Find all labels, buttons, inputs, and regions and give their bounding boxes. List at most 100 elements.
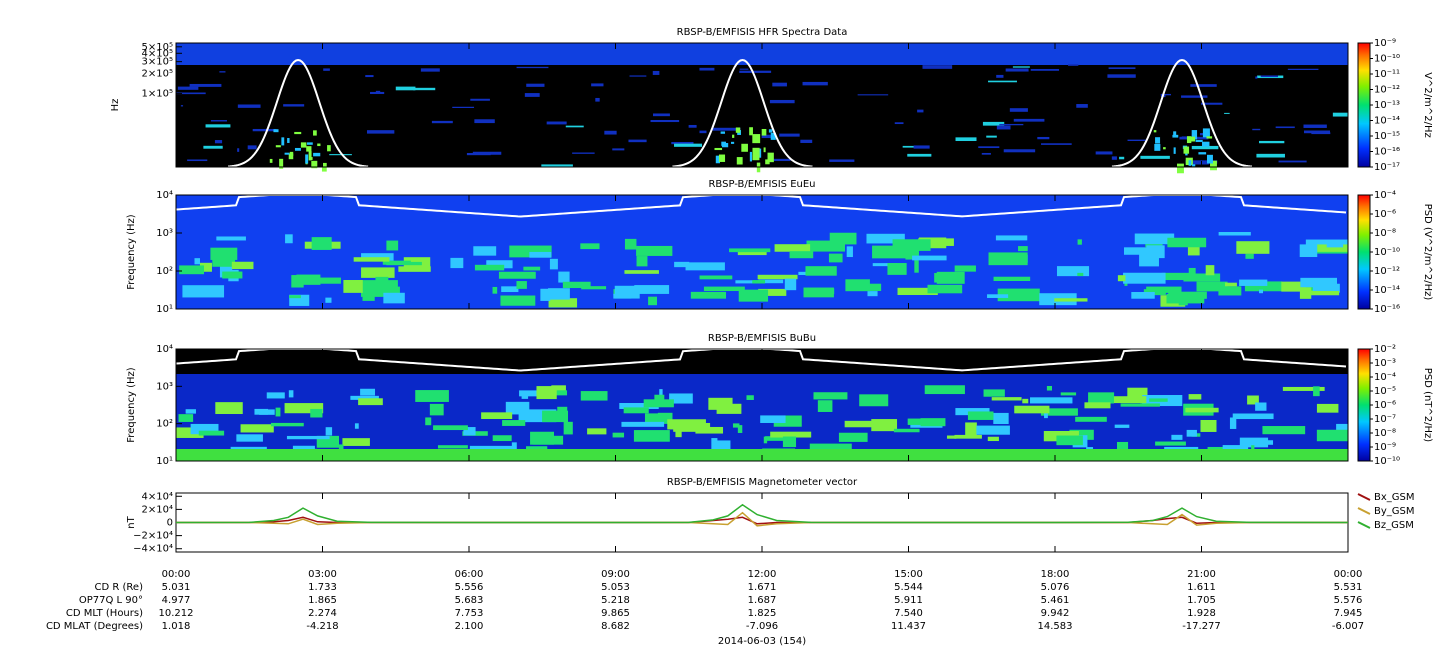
spectrogram-texture — [474, 119, 495, 124]
colorbar-tick-label: 10⁻² — [1374, 344, 1396, 355]
spectrogram-texture — [1077, 272, 1084, 277]
spectrogram-texture — [976, 425, 1010, 435]
spectrogram-texture — [1316, 429, 1348, 442]
spectrogram-texture — [287, 138, 290, 143]
spectrogram-texture — [893, 428, 920, 433]
spectrogram-texture — [1186, 429, 1197, 437]
spectrogram-texture — [1117, 275, 1126, 282]
spectrogram-texture — [1218, 286, 1242, 296]
spectrogram-texture — [905, 250, 919, 260]
colorbar-label: PSD (V^2/m^2/Hz) — [1422, 204, 1433, 301]
spectrogram-texture — [892, 239, 931, 251]
spectrogram-texture — [628, 139, 647, 143]
spectrogram-texture — [946, 435, 957, 439]
spectrogram-texture — [1259, 140, 1285, 144]
ephemeris-value: 1.825 — [748, 608, 777, 619]
spectrogram-texture — [699, 67, 715, 71]
spectrogram-texture — [325, 427, 333, 436]
plasma-line — [672, 58, 813, 168]
spectrogram-texture — [1224, 112, 1230, 114]
spectrogram-texture — [1003, 149, 1036, 153]
spectrogram-texture — [1252, 128, 1261, 131]
spectrogram-texture — [311, 237, 332, 250]
spectrogram-texture — [289, 294, 310, 306]
spectrogram-texture — [703, 286, 745, 292]
y-tick-label: 2×10⁵ — [142, 68, 173, 79]
spectrogram-texture — [765, 436, 787, 441]
spectrogram-texture — [509, 245, 552, 258]
ephemeris-value: -4.218 — [306, 621, 338, 632]
spectrogram-texture — [1278, 160, 1307, 163]
colorbar-tick-label: 10⁻¹⁶ — [1374, 304, 1400, 315]
spectrogram-texture — [1206, 154, 1213, 164]
spectrogram-texture — [1123, 247, 1156, 255]
spectrogram-texture — [1018, 246, 1028, 252]
spectrogram-texture — [752, 154, 760, 161]
ephemeris-value: 7.945 — [1334, 608, 1363, 619]
ephemeris-value: 1.865 — [308, 595, 337, 606]
spectrogram-texture — [1190, 84, 1217, 87]
y-tick-label: 10³ — [156, 228, 173, 239]
colorbar-label: PSD (nT^2/Hz) — [1422, 368, 1433, 442]
spectrogram-texture — [595, 97, 600, 102]
spectrogram-texture — [1166, 293, 1205, 304]
spectrogram-texture — [749, 151, 753, 162]
spectrogram-texture — [736, 157, 743, 165]
spectrogram-texture — [1300, 290, 1340, 296]
spectrogram-texture — [1095, 151, 1113, 155]
spectrogram-texture — [907, 418, 934, 425]
x-tick-label: 18:00 — [1041, 569, 1070, 580]
spectrogram-texture — [383, 292, 405, 304]
ephemeris-value: 5.576 — [1334, 595, 1363, 606]
spectrogram-texture — [650, 119, 680, 123]
spectrogram-texture — [1195, 139, 1203, 143]
spectrogram-texture — [285, 234, 293, 244]
spectrogram-texture — [767, 158, 791, 162]
spectrogram-texture — [294, 147, 301, 151]
spectrogram-texture — [178, 414, 194, 422]
spectrogram-texture — [739, 70, 772, 73]
spectrogram-texture — [557, 406, 568, 413]
spectrogram-texture — [1202, 128, 1210, 138]
ephemeris-value: 5.911 — [894, 595, 923, 606]
spectrogram-texture — [1201, 102, 1223, 105]
x-tick-label: 06:00 — [455, 569, 484, 580]
spectrogram-texture — [1200, 420, 1217, 432]
legend-label: Bx_GSM — [1374, 492, 1415, 503]
panel-title: RBSP-B/EMFISIS EuEu — [708, 179, 815, 190]
plasma-line — [1111, 58, 1253, 168]
spectrogram-texture — [247, 145, 257, 150]
spectrogram-texture — [222, 271, 243, 279]
spectrogram-texture — [851, 283, 882, 291]
series-line — [175, 503, 1349, 524]
spectrogram-texture — [1173, 131, 1177, 136]
spectrogram-texture — [634, 285, 670, 294]
spectrogram-texture — [361, 253, 394, 261]
spectrogram-texture — [214, 140, 223, 144]
spectrogram-texture — [1155, 441, 1186, 446]
spectrogram-texture — [203, 145, 223, 149]
spectrogram-texture — [653, 113, 670, 117]
spectrogram-texture — [501, 286, 519, 293]
ephemeris-value: 1.928 — [1187, 608, 1216, 619]
spectrogram-texture — [1191, 145, 1219, 150]
spectrogram-texture — [720, 131, 726, 134]
spectrogram-texture — [612, 148, 625, 151]
spectrogram-texture — [591, 83, 604, 87]
spectrogram-texture — [993, 412, 1009, 425]
spectrogram-texture — [327, 145, 331, 152]
ephemeris-value: 7.753 — [455, 608, 484, 619]
spectrogram-texture — [463, 427, 476, 436]
spectrogram-texture — [1127, 139, 1148, 141]
spectrogram-texture — [613, 293, 632, 299]
spectrogram-texture — [1084, 402, 1111, 409]
spectrogram-texture — [310, 408, 323, 418]
spectrogram-texture — [738, 289, 769, 302]
spectrogram-texture — [1260, 75, 1278, 78]
spectrogram-texture — [270, 422, 304, 427]
spectrogram-texture — [431, 120, 453, 124]
legend-label: By_GSM — [1374, 506, 1415, 517]
spectrogram-texture — [1188, 160, 1192, 166]
spectrogram-texture — [1013, 118, 1045, 122]
panel-title: RBSP-B/EMFISIS HFR Spectra Data — [677, 27, 848, 38]
